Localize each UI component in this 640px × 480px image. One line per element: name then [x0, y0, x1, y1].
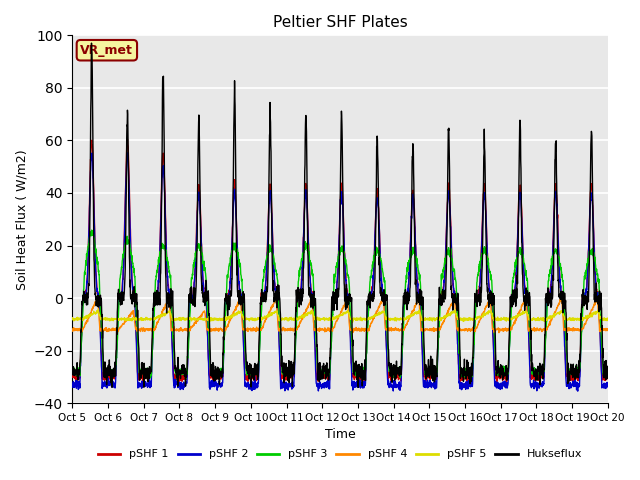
Y-axis label: Soil Heat Flux ( W/m2): Soil Heat Flux ( W/m2)	[15, 149, 28, 289]
Legend: pSHF 1, pSHF 2, pSHF 3, pSHF 4, pSHF 5, Hukseflux: pSHF 1, pSHF 2, pSHF 3, pSHF 4, pSHF 5, …	[94, 445, 586, 464]
Title: Peltier SHF Plates: Peltier SHF Plates	[273, 15, 408, 30]
Text: VR_met: VR_met	[81, 44, 133, 57]
X-axis label: Time: Time	[324, 429, 355, 442]
